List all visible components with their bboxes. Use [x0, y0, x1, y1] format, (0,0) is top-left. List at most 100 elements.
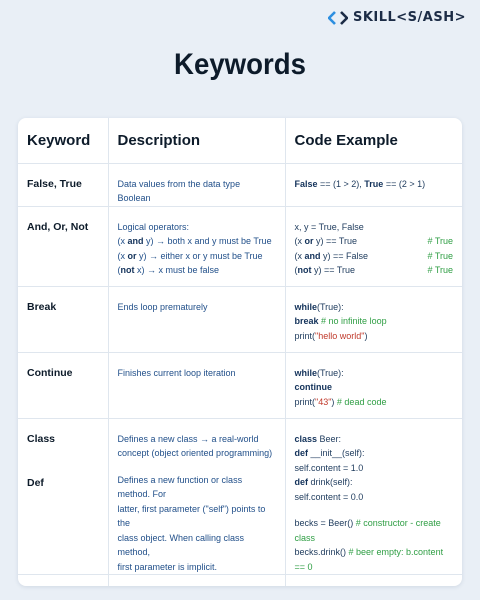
text-token: (True): — [317, 367, 344, 378]
text-line: print("hello world") — [295, 329, 454, 344]
comment-token: # constructor - create class — [294, 518, 441, 543]
keyword-name: Break — [27, 300, 57, 313]
text-line: class Beer: — [295, 432, 454, 447]
text-token: (x — [117, 236, 128, 246]
keyword-token: or — [304, 236, 314, 246]
text-token: == (2 > 1) — [383, 178, 426, 189]
text-token: becks = Beer() — [294, 518, 356, 528]
text-line: while(True): — [295, 366, 454, 381]
header-keyword: Keyword — [18, 118, 108, 164]
text-line: continue — [295, 380, 454, 395]
comment-token: # no infinite loop — [318, 316, 387, 326]
text-line: Defines a new class → a real-world — [118, 432, 276, 447]
keyword-cell: Continue — [18, 352, 108, 419]
text-line: becks.drink() # beer empty: b.content ==… — [295, 545, 454, 574]
code-example-cell: x, y = True, False (x or y) == True # True… — [284, 206, 462, 287]
code-example-cell: while(True): continue print("43") # dead c… — [284, 352, 462, 419]
header-description: Description — [107, 118, 285, 164]
comment-token: # True — [427, 265, 453, 275]
text-token: Defines a new function or class method. … — [117, 474, 243, 500]
keyword-cell: And, Or, Not — [18, 206, 108, 287]
text-line: Finishes current loop iteration — [117, 367, 236, 378]
text-line: (not y) == True # True — [295, 263, 454, 278]
text-line: False == (1 > 2), True == (2 > 1) — [295, 177, 454, 192]
text-line: (x or y) == True # True — [295, 234, 454, 249]
text-token: __init__(self): — [308, 448, 365, 458]
string-token: "hello world" — [315, 330, 365, 341]
text-line: (not x) → x must be false — [118, 263, 276, 278]
description-cell: Ends loop prematurely — [107, 286, 285, 353]
text-token: (x — [294, 250, 305, 261]
text-token: Logical operators: — [117, 221, 190, 232]
table-header-row: Keyword Description Code Example — [18, 118, 462, 164]
text-token: first parameter is implicit. — [117, 561, 218, 572]
table-row: False, True Data values from the data typ… — [18, 163, 462, 207]
text-line: latter, first parameter ("self") points … — [118, 502, 276, 531]
line-gap — [118, 461, 276, 473]
keyword-token: or — [127, 250, 137, 261]
keyword-token: and — [127, 236, 144, 246]
keyword-token: and — [304, 250, 321, 261]
keyword-name: Continue — [27, 366, 73, 379]
text-token: self.content = 0.0 — [294, 491, 364, 502]
text-token: (x — [294, 236, 305, 246]
text-token: x, y = True, False — [294, 221, 364, 232]
keyword-token: True — [364, 178, 384, 189]
keyword-token: while — [294, 367, 318, 378]
text-token: self.content = 1.0 — [294, 462, 364, 473]
code-brackets-icon — [327, 10, 348, 25]
description-cell: Data values from the data type Boolean — [107, 163, 285, 207]
description-cell: Defines a new class → a real-world concep… — [107, 418, 285, 575]
table-row: Class Def Defines a new class → a real-wor… — [18, 418, 462, 575]
text-line: (x and y) → both x and y must be True — [118, 234, 276, 249]
keyword-token: def — [294, 448, 309, 458]
keyword-cell: In — [18, 575, 108, 587]
code-example-cell: False == (1 > 2), True == (2 > 1) — [284, 163, 462, 207]
text-token: x) → x must be false — [134, 265, 220, 275]
table-row: And, Or, Not Logical operators: (x and y) … — [18, 206, 462, 287]
keyword-token: class — [294, 433, 318, 444]
text-line: def drink(self): — [295, 475, 454, 490]
text-line: self.content = 0.0 — [295, 490, 454, 505]
text-token: Defines a new class → a real-world — [117, 433, 259, 444]
keyword-cell: Class Def — [18, 418, 108, 575]
page-title: Keywords — [174, 48, 306, 81]
text-line: concept (object oriented programming) — [118, 446, 276, 461]
text-line: becks = Beer() # constructor - create cl… — [295, 516, 454, 545]
text-token: y) == False — [320, 250, 369, 261]
text-token: (x — [117, 250, 128, 261]
text-line: (x or y) → either x or y must be True — [118, 249, 276, 264]
keyword-token: def — [294, 477, 309, 487]
text-token: Beer: — [317, 433, 342, 444]
text-token: becks.drink() — [294, 547, 349, 557]
code-example-cell: while(True): break # no infinite loop prin… — [284, 286, 462, 353]
text-line: print("43") # dead code — [295, 395, 454, 410]
keyword-cell: Break — [18, 286, 108, 353]
text-token: y) == True — [311, 265, 356, 275]
table-row: Break Ends loop prematurely while(True): br… — [18, 286, 462, 353]
text-line: (x and y) == False # True — [295, 249, 454, 264]
keyword-token: not — [120, 265, 135, 275]
brand-name: SKILL<S/ASH> — [352, 10, 466, 25]
string-token: "43" — [315, 396, 332, 407]
text-token: print( — [294, 396, 316, 407]
text-token: latter, first parameter ("self") points … — [117, 503, 266, 529]
text-line: class object. When calling class method, — [118, 531, 276, 560]
keywords-table: Keyword Description Code Example False, … — [18, 118, 462, 586]
comment-token: # dead code — [336, 396, 387, 407]
code-example-cell: class Beer: def __init__(self): self.conte… — [284, 418, 462, 575]
text-token: ) — [364, 330, 368, 341]
comment-token: # beer empty: b.content == 0 — [294, 547, 444, 572]
text-line: first parameter is implicit. — [118, 560, 276, 575]
text-token: ( — [117, 265, 121, 275]
keyword-token: continue — [294, 382, 333, 392]
table-row: Continue Finishes current loop iteration w… — [18, 352, 462, 419]
text-line: Data values from the data type Boolean — [117, 178, 241, 204]
text-token: (True): — [317, 301, 344, 312]
text-token: print( — [294, 330, 316, 341]
line-gap — [295, 504, 454, 516]
description-cell: Finishes current loop iteration — [107, 352, 285, 419]
description-cell: Logical operators: (x and y) → both x and… — [107, 206, 285, 287]
description-cell: Checks whether element is in sequence — [107, 574, 285, 586]
text-token: ( — [294, 265, 298, 275]
